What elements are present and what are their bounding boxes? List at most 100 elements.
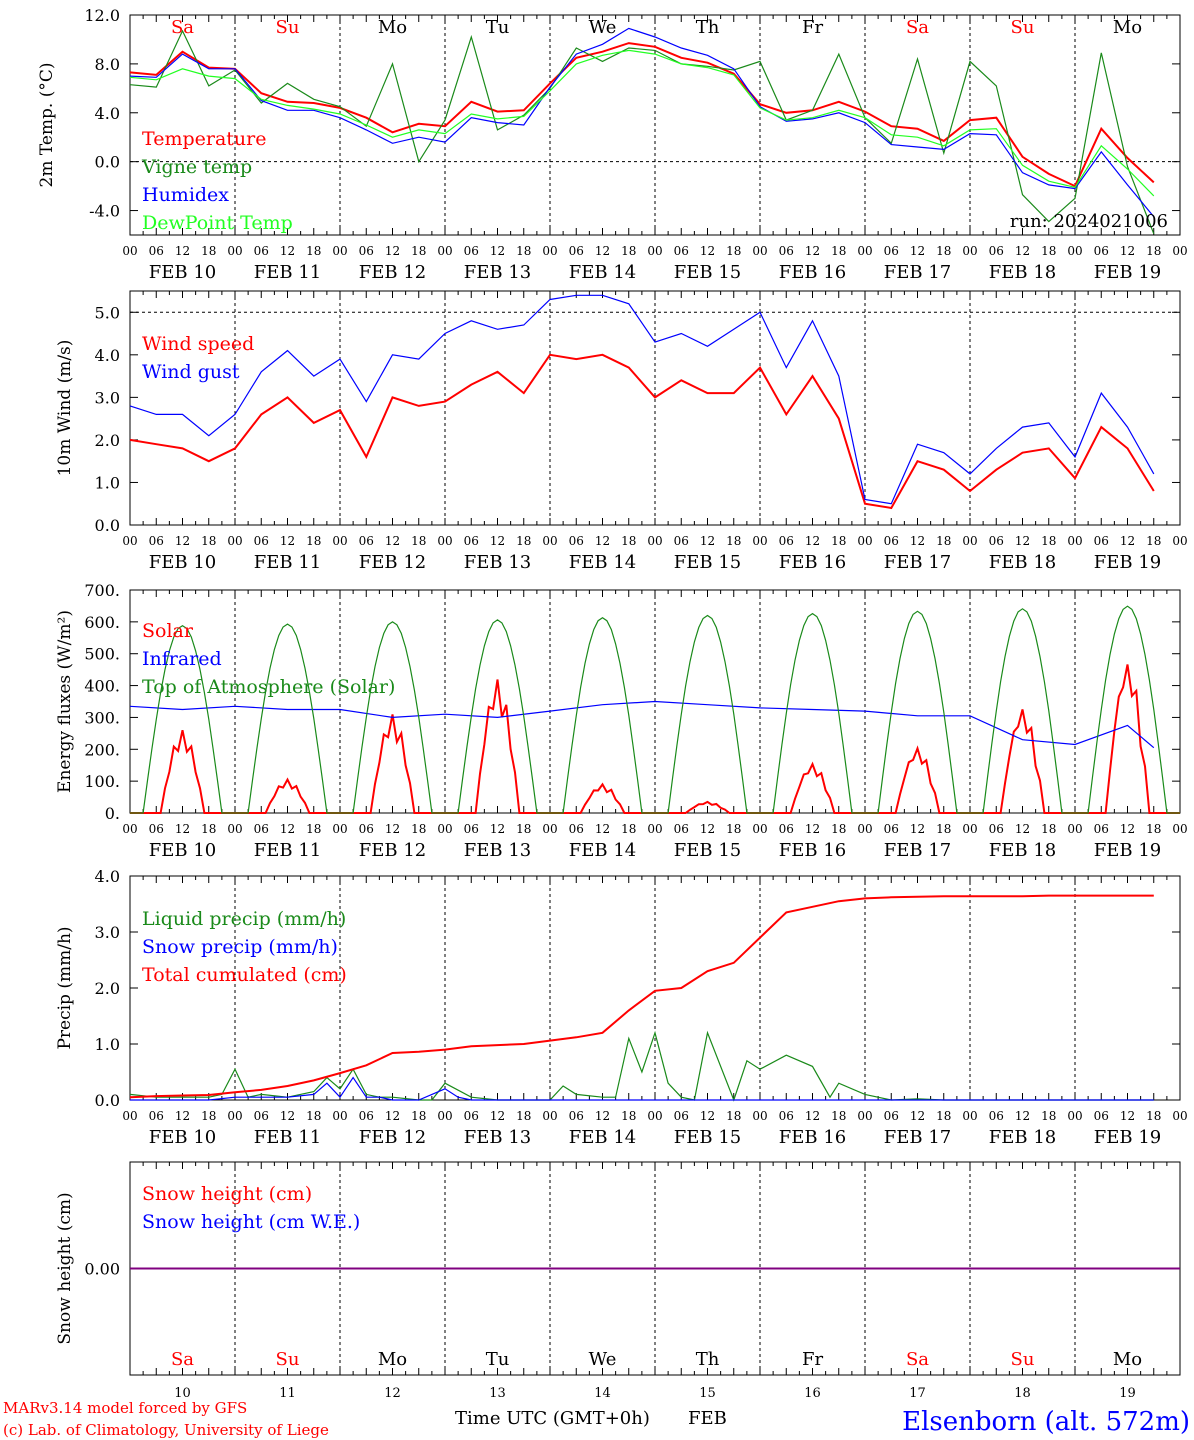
day-name-label: Su <box>276 1349 300 1370</box>
date-label: FEB 16 <box>779 552 846 573</box>
hour-tick-label: 12 <box>280 534 295 548</box>
hour-tick-label: 12 <box>490 822 505 836</box>
hour-tick-label: 18 <box>516 244 531 258</box>
day-name-label: Fr <box>802 1349 823 1370</box>
x-axis-title: Time UTC (GMT+0h) <box>455 1408 650 1429</box>
hour-tick-label: 00 <box>332 534 347 548</box>
day-name-label: Tu <box>486 1349 510 1370</box>
footer: MARv3.14 model forced by GFS (c) Lab. of… <box>3 1399 1190 1439</box>
series-line-temperature-0 <box>129 42 1155 188</box>
y-tick-label: 0.0 <box>95 516 120 535</box>
y-axis-label: Precip (mm/h) <box>55 926 75 1049</box>
y-tick-label: 2.0 <box>95 431 120 450</box>
y-tick-label: 0.0 <box>95 153 120 172</box>
series-line-temperature-3 <box>129 49 1155 197</box>
date-label: FEB 15 <box>674 262 741 283</box>
hour-tick-label: 06 <box>989 822 1004 836</box>
hour-tick-label: 00 <box>437 534 452 548</box>
hour-tick-label: 06 <box>779 822 794 836</box>
hour-tick-label: 12 <box>175 822 190 836</box>
hour-tick-label: 18 <box>936 1109 951 1123</box>
y-tick-label: 12.0 <box>84 6 120 25</box>
day-name-label: Sa <box>171 1349 194 1370</box>
date-label: FEB 12 <box>359 1127 426 1148</box>
panel-wind: 5.0 4.0 3.0 2.0 1.0 0.0 10m Wind (m/s) Wind spe… <box>55 290 1188 573</box>
hour-tick-label: 18 <box>621 822 636 836</box>
legend-entry: Temperature <box>142 128 266 150</box>
hour-tick-label: 12 <box>385 822 400 836</box>
x-axis-month: FEB <box>688 1408 727 1429</box>
panel-snow: 0.00 Snow height (cm) Snow height (cm) Snow… <box>55 1161 1181 1401</box>
station-name: Elsenborn (alt. 572m) <box>902 1407 1190 1437</box>
hour-tick-label: 06 <box>149 244 164 258</box>
hour-tick-label: 00 <box>122 534 137 548</box>
y-tick-label: 4.0 <box>95 867 120 886</box>
date-label: FEB 18 <box>989 1127 1056 1148</box>
date-label: FEB 13 <box>464 840 531 861</box>
hour-tick-label: 12 <box>700 822 715 836</box>
hour-tick-label: 00 <box>962 534 977 548</box>
hour-tick-label: 00 <box>647 534 662 548</box>
date-label: FEB 10 <box>149 1127 216 1148</box>
hour-tick-label: 00 <box>647 1109 662 1123</box>
hour-tick-label: 00 <box>542 822 557 836</box>
hour-tick-label: 18 <box>726 244 741 258</box>
hour-tick-label: 18 <box>1041 1109 1056 1123</box>
day-name-label: Sa <box>171 17 194 38</box>
hour-tick-label: 18 <box>516 1109 531 1123</box>
day-name-label: Sa <box>906 1349 929 1370</box>
series-line-precip-2 <box>129 894 1154 1099</box>
y-tick-label: 8.0 <box>95 55 120 74</box>
hour-tick-label: 12 <box>700 534 715 548</box>
hour-tick-label: 06 <box>884 534 899 548</box>
hour-tick-label: 18 <box>1041 244 1056 258</box>
hour-tick-label: 06 <box>569 534 584 548</box>
hour-tick-label: 12 <box>805 244 820 258</box>
y-tick-label: 300. <box>84 708 120 727</box>
hour-tick-label: 06 <box>569 822 584 836</box>
day-name-label: Fr <box>802 17 823 38</box>
series-line-energy-2 <box>130 605 1180 814</box>
hour-tick-label: 00 <box>227 534 242 548</box>
hour-tick-label: 12 <box>595 1109 610 1123</box>
y-tick-label: 500. <box>84 645 120 664</box>
hour-tick-label: 00 <box>962 244 977 258</box>
day-name-label: We <box>589 1349 617 1370</box>
hour-tick-label: 18 <box>306 822 321 836</box>
date-label: FEB 17 <box>884 1127 951 1148</box>
hour-tick-label: 12 <box>700 244 715 258</box>
hour-tick-label: 00 <box>752 822 767 836</box>
hour-tick-label: 18 <box>201 822 216 836</box>
hour-tick-label: 00 <box>857 534 872 548</box>
hour-tick-label: 00 <box>752 534 767 548</box>
hour-tick-label: 06 <box>254 1109 269 1123</box>
series-line-wind-0 <box>129 353 1155 510</box>
footer-model: MARv3.14 model forced by GFS <box>3 1399 247 1417</box>
hour-tick-label: 12 <box>490 534 505 548</box>
y-tick-label: 0.0 <box>95 1091 120 1110</box>
hour-tick-label: 18 <box>621 534 636 548</box>
hour-tick-label: 18 <box>306 244 321 258</box>
hour-tick-label: 06 <box>989 1109 1004 1123</box>
hour-tick-label: 06 <box>359 244 374 258</box>
y-tick-label: 100. <box>84 772 120 791</box>
y-tick-label: 0.00 <box>84 1260 120 1279</box>
hour-tick-label: 00 <box>122 244 137 258</box>
hour-tick-label: 00 <box>437 822 452 836</box>
series-line-precip-1 <box>130 1076 1154 1101</box>
day-name-label: Tu <box>486 17 510 38</box>
day-name-label: Su <box>276 17 300 38</box>
legend-entry: Snow height (cm W.E.) <box>142 1211 360 1233</box>
date-label: FEB 12 <box>359 840 426 861</box>
y-tick-label: 200. <box>84 740 120 759</box>
hour-tick-label: 06 <box>674 534 689 548</box>
hour-tick-label: 06 <box>779 534 794 548</box>
hour-tick-label: 00 <box>1067 244 1082 258</box>
chart-panels: 12.0 8.0 4.0 0.0 -4.0 2m Temp. (°C) Temperatur… <box>37 6 1188 1401</box>
hour-tick-label: 06 <box>254 534 269 548</box>
hour-tick-label: 00 <box>227 244 242 258</box>
hour-tick-label: 00 <box>752 244 767 258</box>
day-name-label: Sa <box>906 17 929 38</box>
hour-tick-label: 06 <box>359 1109 374 1123</box>
hour-tick-label: 18 <box>831 1109 846 1123</box>
